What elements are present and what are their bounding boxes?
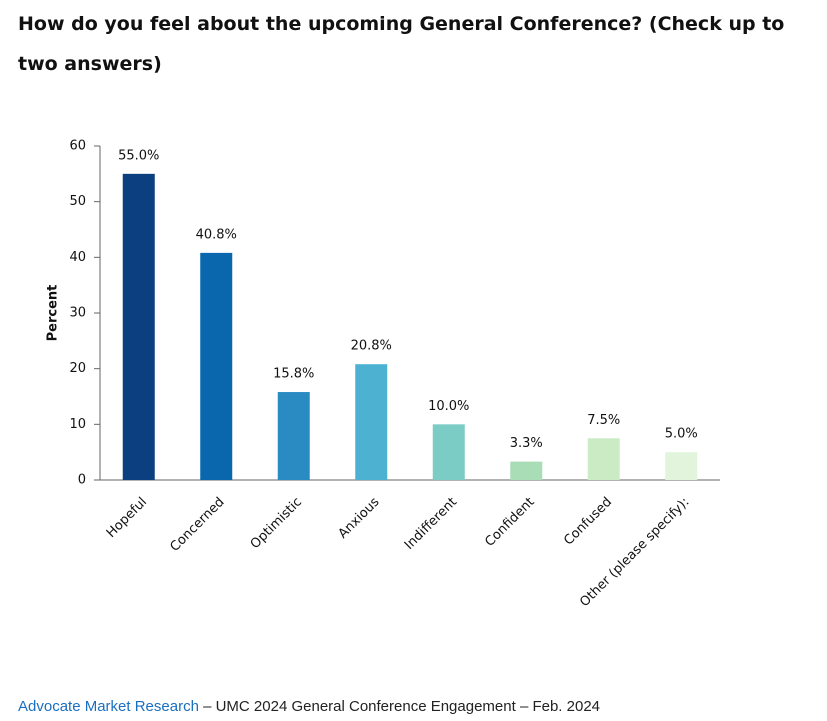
y-tick-label: 0 <box>78 473 86 488</box>
value-label: 55.0% <box>118 148 159 163</box>
bar <box>277 392 310 480</box>
bar <box>122 173 155 481</box>
y-tick-label: 10 <box>69 417 86 432</box>
y-tick-label: 20 <box>69 361 86 376</box>
x-tick-label: Hopeful <box>104 495 150 541</box>
bar <box>432 424 465 480</box>
bar <box>355 364 388 480</box>
bar <box>510 461 543 480</box>
value-label: 10.0% <box>428 399 469 414</box>
source-link[interactable]: Advocate Market Research <box>18 698 199 715</box>
x-tick-label: Indifferent <box>402 495 460 553</box>
x-tick-label: Concerned <box>167 495 227 555</box>
value-label: 40.8% <box>196 227 237 242</box>
y-tick-label: 50 <box>69 194 86 209</box>
value-label: 7.5% <box>587 413 620 428</box>
x-tick-label: Optimistic <box>248 495 305 552</box>
y-axis-label: Percent <box>46 285 61 342</box>
value-label: 15.8% <box>273 367 314 382</box>
footer-text: – UMC 2024 General Conference Engagement… <box>198 698 601 715</box>
value-label: 20.8% <box>351 339 392 354</box>
x-tick-label: Confident <box>482 495 537 550</box>
chart-title: How do you feel about the upcoming Gener… <box>18 13 785 75</box>
x-tick-label: Anxious <box>336 495 383 542</box>
bar <box>200 252 233 480</box>
bar <box>665 452 698 480</box>
value-label: 5.0% <box>665 427 698 442</box>
value-label: 3.3% <box>510 436 543 451</box>
y-tick-label: 60 <box>69 139 86 154</box>
footer: Advocate Market Research – UMC 2024 Gene… <box>18 698 600 715</box>
y-tick-label: 40 <box>69 250 86 265</box>
bar <box>587 438 620 480</box>
x-tick-label: Confused <box>561 495 615 549</box>
y-tick-label: 30 <box>69 306 86 321</box>
